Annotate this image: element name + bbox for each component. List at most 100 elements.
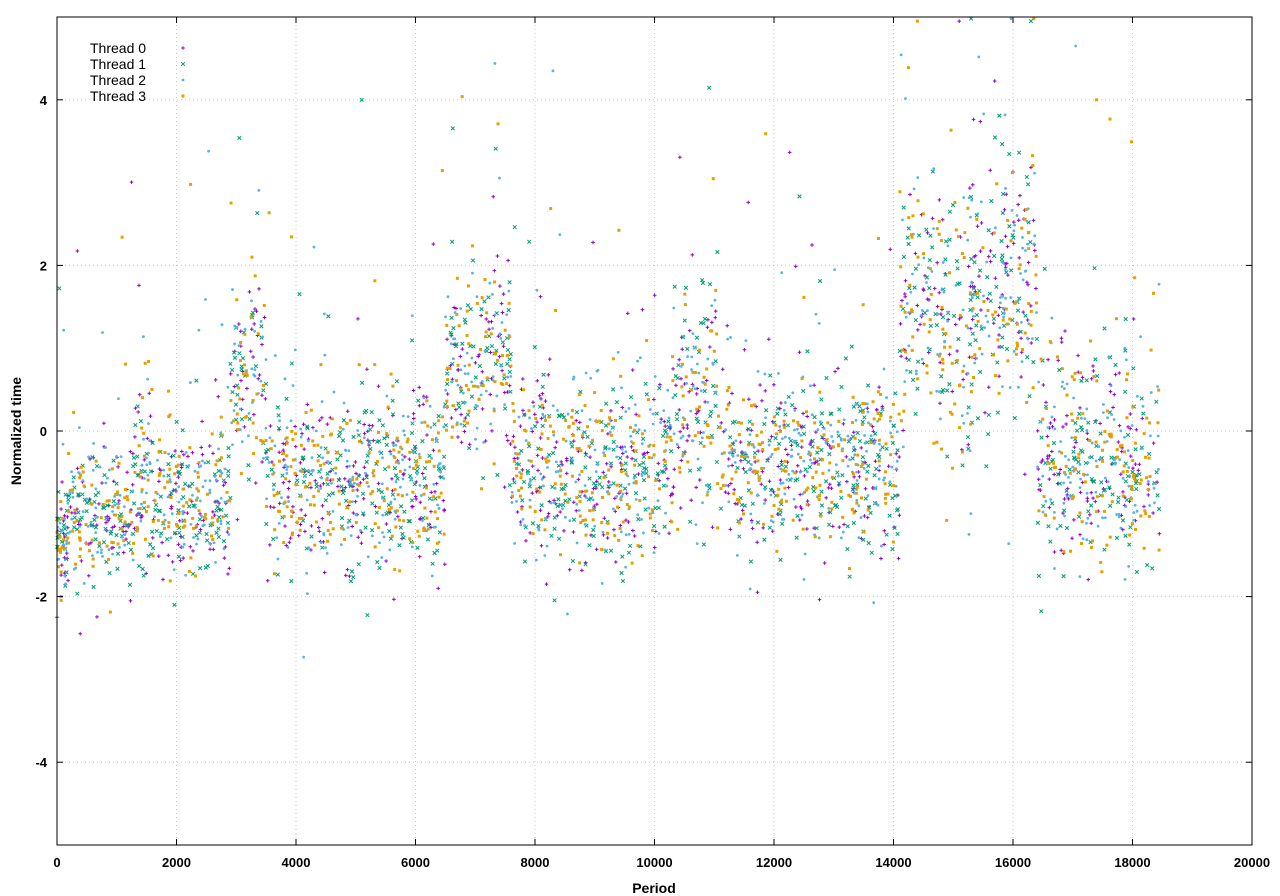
x-tick-label: 14000 <box>875 855 911 870</box>
data-point <box>539 397 543 401</box>
data-point <box>1055 527 1059 531</box>
data-point <box>458 354 463 359</box>
data-point <box>141 396 145 400</box>
data-point <box>640 517 643 521</box>
data-point <box>219 456 223 460</box>
data-point <box>875 452 881 457</box>
data-point <box>1031 386 1035 390</box>
data-point <box>1035 429 1040 433</box>
data-point <box>1070 497 1074 501</box>
data-point <box>403 468 407 472</box>
data-point <box>1019 350 1024 355</box>
data-point <box>283 500 287 504</box>
data-point <box>574 509 579 513</box>
data-point <box>620 463 624 467</box>
data-point <box>739 421 743 425</box>
data-point <box>252 412 256 417</box>
data-point <box>1072 445 1077 450</box>
data-point <box>1109 432 1113 436</box>
data-point <box>836 433 841 439</box>
data-point <box>665 435 669 439</box>
data-point <box>851 421 855 425</box>
data-point <box>840 449 844 453</box>
data-point <box>351 511 356 515</box>
data-point <box>1041 510 1045 514</box>
data-point <box>208 491 212 495</box>
data-point <box>282 514 286 518</box>
data-point <box>1139 396 1144 401</box>
data-point <box>341 418 347 423</box>
data-point <box>1032 242 1036 246</box>
data-point <box>804 488 808 492</box>
data-point <box>679 376 683 381</box>
data-point <box>666 476 670 481</box>
data-point <box>502 376 507 381</box>
data-point <box>1034 301 1038 305</box>
data-point <box>948 271 952 275</box>
data-point <box>676 527 680 531</box>
data-point <box>507 369 512 375</box>
data-point <box>467 388 471 392</box>
data-point <box>662 409 666 413</box>
data-point <box>706 483 712 488</box>
data-point <box>235 392 240 397</box>
data-point <box>1108 389 1113 394</box>
data-point <box>416 398 421 403</box>
data-point <box>505 353 509 357</box>
data-point <box>968 284 973 289</box>
data-point <box>1089 545 1093 549</box>
data-point <box>641 460 646 466</box>
data-point <box>130 482 135 487</box>
data-point <box>583 403 587 407</box>
data-point <box>884 446 889 451</box>
data-point <box>462 423 467 428</box>
data-point <box>172 602 177 607</box>
data-point <box>388 449 392 454</box>
data-point <box>247 411 251 415</box>
data-point <box>145 463 149 467</box>
data-point <box>1065 413 1069 418</box>
data-point <box>496 334 501 339</box>
data-point <box>175 524 179 528</box>
data-point <box>1061 574 1066 579</box>
data-point <box>926 309 929 312</box>
data-point <box>1127 466 1131 469</box>
data-point <box>683 292 687 296</box>
data-point <box>889 415 893 419</box>
data-point <box>465 412 470 417</box>
data-point <box>188 498 192 502</box>
data-point <box>970 198 974 202</box>
data-point <box>221 538 227 544</box>
data-point <box>900 298 904 303</box>
data-point <box>97 541 101 545</box>
data-point <box>1078 463 1082 466</box>
data-point <box>884 442 888 446</box>
data-point <box>198 499 202 503</box>
data-point <box>789 443 794 448</box>
data-point <box>767 337 771 342</box>
data-point <box>397 461 401 465</box>
data-point <box>747 468 751 472</box>
data-point <box>507 280 512 285</box>
data-point <box>544 457 548 461</box>
data-point <box>689 388 693 392</box>
data-point <box>570 558 576 564</box>
data-point <box>727 464 730 468</box>
data-point <box>606 521 610 525</box>
data-point <box>136 512 142 517</box>
data-point <box>851 472 855 476</box>
data-point <box>845 524 850 529</box>
data-point <box>430 498 434 502</box>
data-point <box>342 401 346 405</box>
data-point <box>1004 270 1009 275</box>
data-point <box>57 565 61 569</box>
data-point <box>868 510 873 515</box>
data-point <box>1100 448 1104 452</box>
data-point <box>150 440 155 446</box>
data-point <box>493 380 497 384</box>
data-point <box>907 344 911 348</box>
data-point <box>493 62 497 65</box>
data-point <box>452 305 456 310</box>
data-point <box>131 489 135 493</box>
data-point <box>925 281 928 284</box>
